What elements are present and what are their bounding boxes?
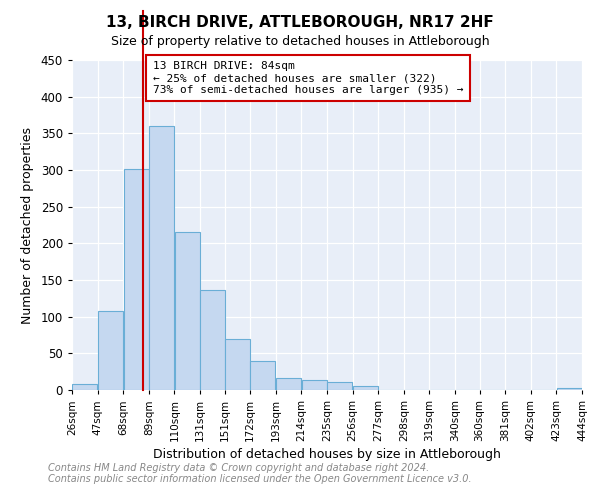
- Text: Size of property relative to detached houses in Attleborough: Size of property relative to detached ho…: [110, 35, 490, 48]
- Y-axis label: Number of detached properties: Number of detached properties: [21, 126, 34, 324]
- Bar: [124, 170, 149, 390]
- Text: 13, BIRCH DRIVE, ATTLEBOROUGH, NR17 2HF: 13, BIRCH DRIVE, ATTLEBOROUGH, NR17 2HF: [106, 15, 494, 30]
- Bar: [98, 311, 123, 390]
- Bar: [328, 382, 352, 390]
- Bar: [276, 378, 301, 390]
- Bar: [225, 338, 250, 390]
- X-axis label: Distribution of detached houses by size in Attleborough: Distribution of detached houses by size …: [153, 448, 501, 461]
- Bar: [175, 232, 200, 390]
- Bar: [250, 360, 275, 390]
- Bar: [302, 380, 326, 390]
- Bar: [73, 384, 97, 390]
- Bar: [149, 126, 174, 390]
- Bar: [557, 388, 581, 390]
- Bar: [353, 386, 378, 390]
- Text: Contains HM Land Registry data © Crown copyright and database right 2024.
Contai: Contains HM Land Registry data © Crown c…: [48, 463, 472, 484]
- Text: 13 BIRCH DRIVE: 84sqm
← 25% of detached houses are smaller (322)
73% of semi-det: 13 BIRCH DRIVE: 84sqm ← 25% of detached …: [152, 62, 463, 94]
- Bar: [200, 290, 226, 390]
